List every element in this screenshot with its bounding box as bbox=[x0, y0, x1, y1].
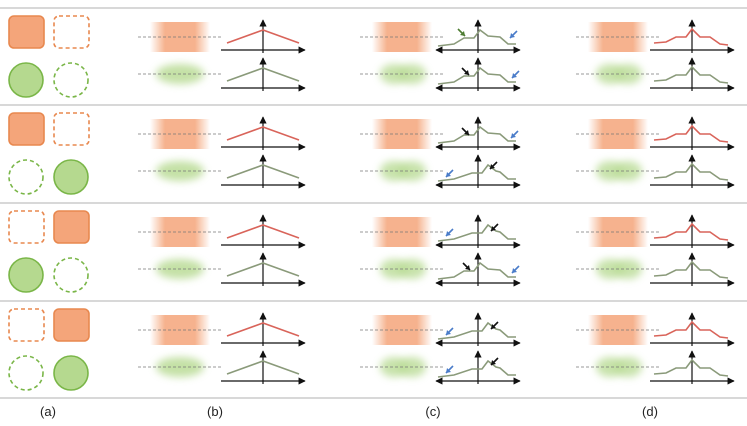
blue-arrow bbox=[511, 265, 520, 274]
arrow-head bbox=[465, 265, 470, 270]
black-arrow bbox=[461, 67, 470, 76]
arrow-head bbox=[446, 368, 451, 373]
blue-arrow bbox=[445, 365, 454, 374]
black-arrow bbox=[461, 127, 470, 136]
profile-curve bbox=[226, 360, 300, 375]
dashed-square bbox=[53, 15, 90, 49]
dashed-square bbox=[8, 210, 45, 244]
profile-curve bbox=[226, 224, 300, 239]
profile-curve bbox=[653, 162, 729, 181]
arrow-head bbox=[446, 231, 451, 236]
profile-curve bbox=[226, 322, 300, 337]
profile-curve bbox=[226, 126, 300, 141]
profile-curve bbox=[437, 163, 516, 182]
arrow-head bbox=[510, 33, 515, 38]
black-arrow bbox=[490, 321, 499, 330]
solid-circle bbox=[53, 159, 89, 195]
black-arrow bbox=[489, 161, 498, 170]
arrow-head bbox=[490, 164, 495, 169]
arrow-head bbox=[491, 360, 496, 365]
dashed-circle bbox=[8, 355, 44, 391]
black-arrow bbox=[462, 262, 471, 271]
solid-square bbox=[8, 112, 45, 146]
profile-curve bbox=[437, 261, 516, 280]
dashed-circle bbox=[53, 257, 89, 293]
dashed-circle bbox=[8, 159, 44, 195]
profile-curve bbox=[437, 321, 516, 340]
black-arrow bbox=[490, 357, 499, 366]
black-arrow bbox=[490, 223, 499, 232]
profile-curve bbox=[653, 222, 729, 241]
diagram-row-2 bbox=[8, 112, 735, 195]
profile-curve bbox=[437, 66, 516, 85]
arrow-head bbox=[446, 172, 451, 177]
solid-circle bbox=[53, 355, 89, 391]
blue-arrow bbox=[509, 30, 518, 39]
dashed-circle bbox=[53, 62, 89, 98]
blue-arrow bbox=[445, 169, 454, 178]
column-label-c: (c) bbox=[425, 404, 441, 419]
dashed-square bbox=[53, 112, 90, 146]
solid-square bbox=[53, 210, 90, 244]
solid-circle bbox=[8, 257, 44, 293]
diagram-row-4 bbox=[8, 308, 735, 391]
profile-curve bbox=[226, 29, 300, 44]
profile-curve bbox=[653, 260, 729, 279]
profile-curve bbox=[653, 65, 729, 84]
diagram-row-1 bbox=[8, 15, 735, 98]
profile-curve bbox=[653, 27, 729, 46]
blue-arrow bbox=[445, 327, 454, 336]
blue-arrow bbox=[510, 130, 519, 139]
column-label-a: (a) bbox=[40, 404, 56, 419]
diagram-row-3 bbox=[8, 210, 735, 293]
profile-curve bbox=[437, 223, 516, 242]
profile-curve bbox=[653, 320, 729, 339]
arrow-head bbox=[511, 133, 516, 138]
arrow-head bbox=[446, 330, 451, 335]
arrow-head bbox=[464, 130, 469, 135]
solid-square bbox=[8, 15, 45, 49]
arrow-head bbox=[460, 31, 465, 36]
arrow-head bbox=[512, 268, 517, 273]
blue-arrow bbox=[511, 70, 520, 79]
profile-curve bbox=[226, 67, 300, 82]
profile-curve bbox=[226, 164, 300, 179]
green-arrow bbox=[457, 28, 466, 37]
profile-curve bbox=[437, 125, 516, 144]
arrow-head bbox=[464, 70, 469, 75]
dashed-square bbox=[8, 308, 45, 342]
column-label-d: (d) bbox=[642, 404, 658, 419]
arrow-head bbox=[491, 226, 496, 231]
solid-circle bbox=[8, 62, 44, 98]
profile-curve bbox=[226, 262, 300, 277]
profile-curve bbox=[653, 124, 729, 143]
blue-arrow bbox=[445, 228, 454, 237]
profile-curve bbox=[437, 28, 516, 47]
profile-curve bbox=[653, 358, 729, 377]
arrow-head bbox=[491, 324, 496, 329]
profile-curve bbox=[437, 359, 516, 378]
arrow-head bbox=[512, 73, 517, 78]
solid-square bbox=[53, 308, 90, 342]
column-label-b: (b) bbox=[207, 404, 223, 419]
